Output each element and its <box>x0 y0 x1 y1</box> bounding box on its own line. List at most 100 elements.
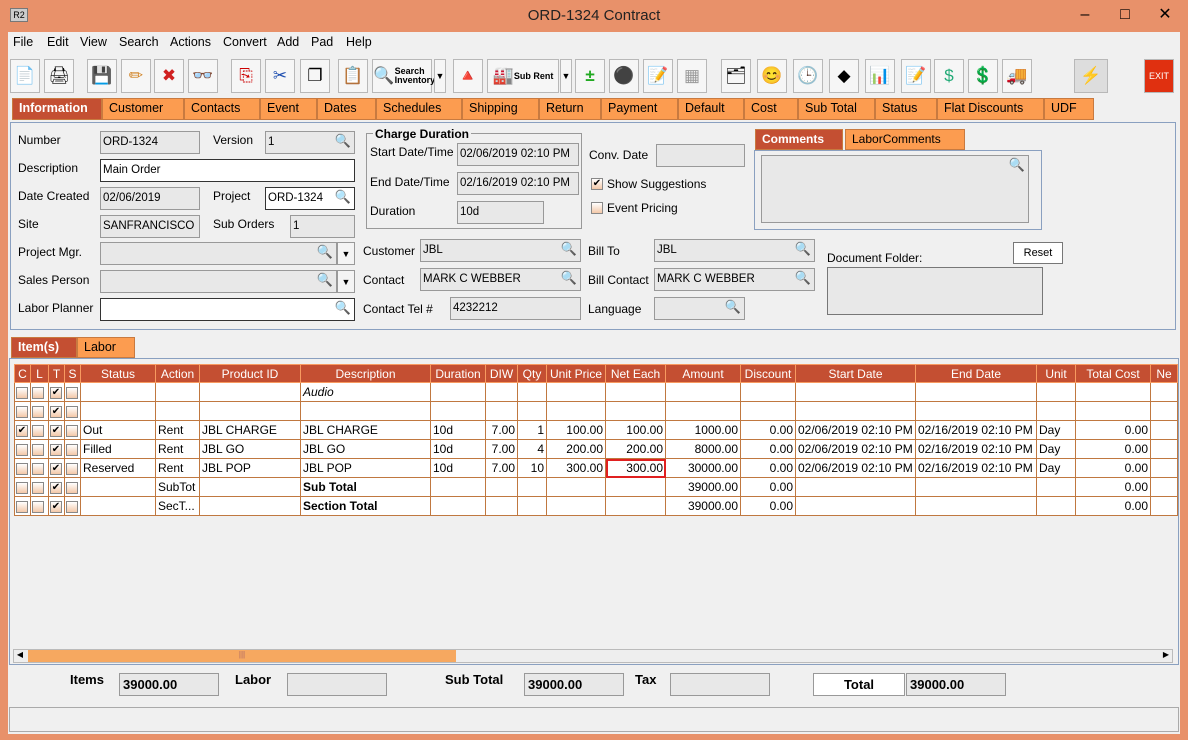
checkbox-t[interactable]: ✔ <box>50 500 62 513</box>
cell-diw[interactable] <box>485 401 518 421</box>
cell-total-cost[interactable]: 0.00 <box>1075 458 1151 478</box>
tab-schedules[interactable]: Schedules <box>376 98 462 120</box>
table-row[interactable]: ✔ <box>14 401 1178 421</box>
column-header[interactable]: Product ID <box>199 364 301 383</box>
cell-net-each[interactable] <box>605 401 666 421</box>
duration-field[interactable]: 10d <box>457 201 544 224</box>
checkbox-s[interactable] <box>66 500 78 513</box>
checkbox-c[interactable] <box>16 443 28 456</box>
cell-status[interactable]: Reserved <box>80 458 156 478</box>
cell-product[interactable] <box>199 401 301 421</box>
tab-items[interactable]: Item(s) <box>11 337 77 358</box>
cell-total-cost[interactable] <box>1075 382 1151 402</box>
table-row[interactable]: ✔ SecT... Section Total 39000.00 0.00 0.00 <box>14 496 1178 516</box>
event-pricing-checkbox[interactable] <box>591 202 603 214</box>
cell-diw[interactable] <box>485 382 518 402</box>
add-remove-icon[interactable]: ± <box>575 59 605 93</box>
cell-qty[interactable] <box>517 477 547 497</box>
chevron-down-icon[interactable]: ▼ <box>337 270 355 293</box>
search-icon[interactable]: 🔍 <box>794 241 811 256</box>
checkbox-c[interactable] <box>16 386 28 399</box>
cell-unit-price[interactable] <box>546 382 606 402</box>
project-field[interactable]: ORD-1324 🔍 <box>265 187 355 210</box>
cell-duration[interactable] <box>430 382 486 402</box>
cell-unit[interactable] <box>1036 382 1076 402</box>
language-field[interactable]: 🔍 <box>654 297 745 320</box>
checkbox-c[interactable] <box>16 405 28 418</box>
column-header[interactable]: Total Cost <box>1075 364 1151 383</box>
sub-orders-field[interactable]: 1 <box>290 215 355 238</box>
print-icon[interactable]: 🖨 <box>44 59 74 93</box>
paste-icon[interactable]: 📋 <box>338 59 368 93</box>
cell-discount[interactable]: 0.00 <box>740 439 796 459</box>
search-icon[interactable]: 🔍 <box>316 244 333 259</box>
cell-net-each[interactable]: 300.00 <box>605 458 666 478</box>
cell-status[interactable] <box>80 401 156 421</box>
tab-contacts[interactable]: Contacts <box>184 98 260 120</box>
checkbox-t[interactable]: ✔ <box>50 424 62 437</box>
tab-udf[interactable]: UDF <box>1044 98 1094 120</box>
checkbox-c[interactable] <box>16 462 28 475</box>
cell-amount[interactable] <box>665 382 741 402</box>
binoculars-icon[interactable]: 👓 <box>188 59 218 93</box>
tab-flat-discounts[interactable]: Flat Discounts <box>937 98 1044 120</box>
column-header[interactable]: Discount <box>740 364 796 383</box>
clock-icon[interactable]: 🕒 <box>793 59 823 93</box>
tab-labor[interactable]: Labor <box>77 337 135 358</box>
column-header[interactable]: Duration <box>430 364 486 383</box>
table-row[interactable]: ✔ Audio <box>14 382 1178 402</box>
chevron-down-icon[interactable]: ▼ <box>337 242 355 265</box>
cell-discount[interactable]: 0.00 <box>740 477 796 497</box>
scrollbar-thumb[interactable]: ||| <box>28 650 456 662</box>
column-header[interactable]: C <box>14 364 31 383</box>
cell-start[interactable] <box>795 477 916 497</box>
search-inventory-dropdown[interactable]: ▼ <box>434 59 446 93</box>
shapes-icon[interactable]: 🔺 <box>453 59 483 93</box>
checkbox-l[interactable] <box>32 481 44 494</box>
search-icon[interactable]: 🔍 <box>794 270 811 285</box>
cell-amount[interactable]: 39000.00 <box>665 477 741 497</box>
cell-net-each[interactable] <box>605 496 666 516</box>
tab-comments[interactable]: Comments <box>755 129 843 150</box>
search-inventory-button[interactable]: 🔍 Search Inventory <box>372 59 435 93</box>
cell-qty[interactable]: 4 <box>517 439 547 459</box>
search-icon[interactable]: 🔍 <box>560 270 577 285</box>
checkbox-t[interactable]: ✔ <box>50 443 62 456</box>
column-header[interactable]: Net Each <box>605 364 666 383</box>
cell-start[interactable]: 02/06/2019 02:10 PM <box>795 420 916 440</box>
chart-icon[interactable]: 📊 <box>865 59 895 93</box>
tab-dates[interactable]: Dates <box>317 98 376 120</box>
checkbox-t[interactable]: ✔ <box>50 481 62 494</box>
cell-duration[interactable]: 10d <box>430 420 486 440</box>
tab-payment[interactable]: Payment <box>601 98 678 120</box>
cell-amount[interactable]: 1000.00 <box>665 420 741 440</box>
cell-amount[interactable]: 30000.00 <box>665 458 741 478</box>
cell-unit[interactable]: Day <box>1036 439 1076 459</box>
cell-product[interactable] <box>199 382 301 402</box>
cell-unit[interactable] <box>1036 401 1076 421</box>
horizontal-scrollbar[interactable]: ◀ ||| ▶ <box>13 649 1173 663</box>
table-row[interactable]: ✔ ✔ Out Rent JBL CHARGE JBL CHARGE 10d 7.00 1 100… <box>14 420 1178 440</box>
cell-diw[interactable] <box>485 496 518 516</box>
sub-rent-dropdown[interactable]: ▼ <box>560 59 572 93</box>
checkbox-t[interactable]: ✔ <box>50 405 62 418</box>
cell-total-cost[interactable]: 0.00 <box>1075 496 1151 516</box>
tab-status[interactable]: Status <box>875 98 937 120</box>
checkbox-s[interactable] <box>66 386 78 399</box>
scroll-left-icon[interactable]: ◀ <box>16 650 24 659</box>
search-icon[interactable]: 🔍 <box>334 300 351 315</box>
cell-diw[interactable]: 7.00 <box>485 420 518 440</box>
cell-total-cost[interactable]: 0.00 <box>1075 439 1151 459</box>
cell-unit-price[interactable]: 100.00 <box>546 420 606 440</box>
sales-person-field[interactable]: 🔍 <box>100 270 337 293</box>
cell-status[interactable] <box>80 496 156 516</box>
cell-description[interactable]: Section Total <box>300 496 431 516</box>
contact-field[interactable]: MARK C WEBBER 🔍 <box>420 268 581 291</box>
menu-search[interactable]: Search <box>119 35 159 49</box>
cell-qty[interactable]: 10 <box>517 458 547 478</box>
cell-unit[interactable]: Day <box>1036 420 1076 440</box>
calendar-icon[interactable]: ▦ <box>677 59 707 93</box>
customer-field[interactable]: JBL 🔍 <box>420 239 581 262</box>
cell-status[interactable]: Filled <box>80 439 156 459</box>
cell-start[interactable]: 02/06/2019 02:10 PM <box>795 439 916 459</box>
